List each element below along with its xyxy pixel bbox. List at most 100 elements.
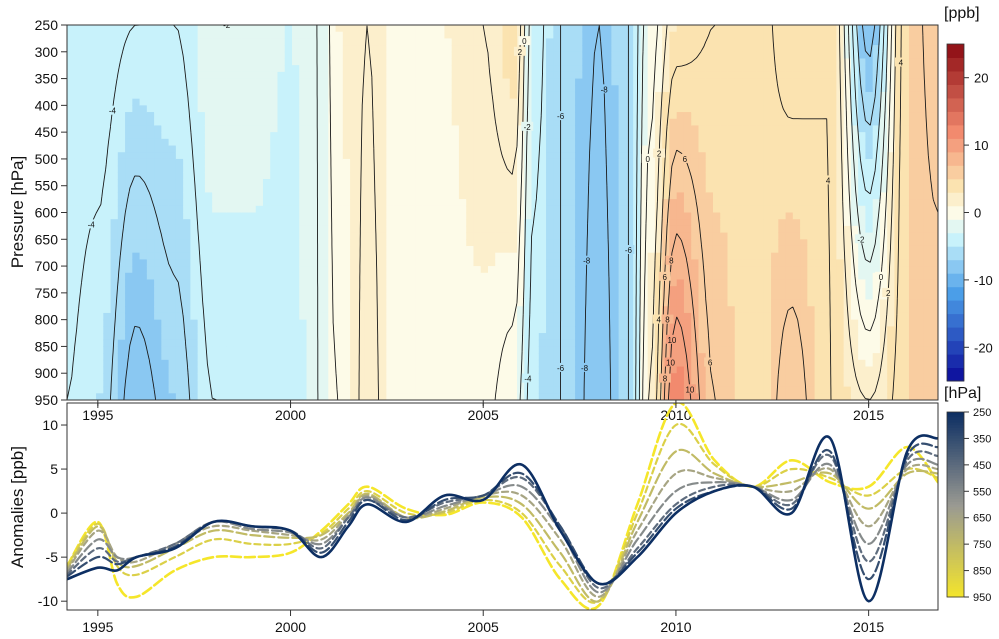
heatmap-cell	[270, 179, 279, 187]
heatmap-cell	[117, 366, 126, 374]
heatmap-cell	[292, 386, 300, 394]
heatmap-cell	[212, 339, 221, 348]
heatmap-cell	[161, 326, 170, 334]
heatmap-cell	[604, 326, 612, 334]
heatmap-cell	[219, 78, 228, 86]
heatmap-cell	[183, 306, 191, 314]
heatmap-cell	[67, 346, 75, 354]
heatmap-cell	[284, 225, 293, 234]
heatmap-cell	[611, 306, 620, 314]
heatmap-cell	[589, 78, 598, 86]
heatmap-cell	[139, 373, 148, 381]
heatmap-cell	[350, 239, 358, 247]
heatmap-cell	[81, 138, 90, 147]
heatmap-cell	[415, 359, 424, 368]
heatmap-cell	[625, 132, 634, 140]
heatmap-cell	[654, 259, 663, 267]
heatmap-cell	[357, 112, 366, 120]
heatmap-cell	[161, 65, 170, 73]
heatmap-cell	[575, 232, 583, 240]
heatmap-cell	[241, 58, 250, 66]
heatmap-cell	[611, 31, 620, 39]
heatmap-cell	[219, 239, 228, 247]
heatmap-cell	[386, 31, 395, 39]
heatmap-cell	[306, 165, 315, 173]
heatmap-cell	[480, 91, 489, 100]
heatmap-cell	[139, 85, 148, 93]
heatmap-cell	[611, 286, 620, 294]
heatmap-cell	[669, 58, 678, 66]
heatmap-cell	[429, 85, 438, 93]
heatmap-cell	[422, 165, 431, 173]
heatmap-cell	[342, 165, 351, 173]
heatmap-cell	[350, 51, 358, 60]
heatmap-cell	[437, 125, 446, 133]
heatmap-cell	[480, 373, 489, 381]
heatmap-cell	[299, 312, 308, 321]
heatmap-cell	[154, 158, 162, 167]
heatmap-cell	[255, 279, 264, 287]
heatmap-cell	[596, 366, 605, 374]
heatmap-cell	[241, 112, 250, 120]
heatmap-cell	[400, 205, 409, 214]
heatmap-cell	[611, 292, 620, 301]
heatmap-cell	[654, 65, 663, 73]
heatmap-cell	[502, 71, 511, 80]
heatmap-cell	[110, 138, 119, 147]
heatmap-cell	[379, 346, 387, 354]
heatmap-cell	[248, 45, 257, 53]
heatmap-cell	[233, 312, 242, 321]
heatmap-cell	[270, 366, 279, 374]
heatmap-cell	[654, 212, 663, 220]
heatmap-cell	[161, 25, 170, 33]
heatmap-cell	[662, 145, 671, 153]
heatmap-cell	[96, 58, 104, 66]
heatmap-cell	[640, 105, 649, 113]
heatmap-cell	[618, 138, 627, 147]
heatmap-cell	[168, 252, 177, 260]
heatmap-cell	[422, 286, 431, 294]
heatmap-cell	[531, 138, 540, 147]
heatmap-cell	[125, 366, 133, 374]
heatmap-cell	[524, 158, 533, 167]
heatmap-cell	[589, 225, 598, 234]
heatmap-cell	[480, 366, 489, 374]
heatmap-cell	[270, 232, 279, 240]
heatmap-cell	[212, 359, 221, 368]
heatmap-cell	[596, 185, 605, 194]
heatmap-cell	[509, 393, 518, 400]
heatmap-cell	[473, 272, 482, 281]
heatmap-cell	[335, 45, 344, 53]
heatmap-cell	[88, 65, 97, 73]
heatmap-cell	[183, 165, 191, 173]
heatmap-cell	[103, 205, 112, 214]
heatmap-cell	[154, 386, 162, 394]
heatmap-cell	[437, 286, 446, 294]
heatmap-cell	[226, 252, 235, 260]
heatmap-cell	[306, 65, 315, 73]
heatmap-cell	[408, 192, 416, 200]
heatmap-cell	[458, 225, 467, 234]
heatmap-cell	[117, 192, 126, 200]
heatmap-cell	[654, 386, 663, 394]
heatmap-cell	[154, 299, 162, 307]
heatmap-cell	[74, 85, 83, 93]
heatmap-cell	[262, 98, 271, 106]
heatmap-cell	[487, 366, 496, 374]
heatmap-cell	[110, 185, 119, 194]
heatmap-cell	[190, 259, 199, 267]
heatmap-cell	[560, 219, 569, 227]
heatmap-cell	[596, 71, 605, 80]
heatmap-cell	[67, 225, 75, 234]
heatmap-cell	[371, 279, 380, 287]
heatmap-cell	[168, 245, 177, 254]
heatmap-cell	[509, 219, 518, 227]
heatmap-cell	[154, 165, 162, 173]
heatmap-cell	[437, 306, 446, 314]
heatmap-cell	[212, 125, 221, 133]
heatmap-cell	[386, 199, 395, 207]
heatmap-cell	[292, 205, 300, 214]
heatmap-cell	[183, 379, 191, 388]
heatmap-cell	[350, 259, 358, 267]
heatmap-cell	[524, 319, 533, 327]
